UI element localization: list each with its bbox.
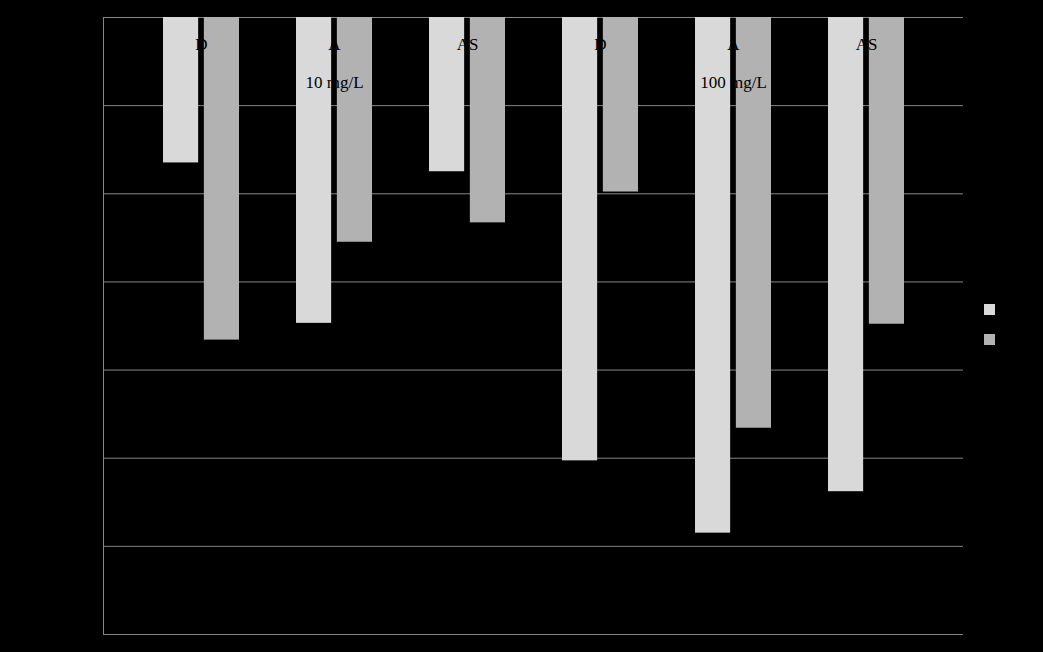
svg-text:AS: AS <box>856 35 878 54</box>
svg-text:D: D <box>594 35 606 54</box>
svg-text:AS: AS <box>457 35 479 54</box>
svg-text:10 mg/L: 10 mg/L <box>305 73 363 92</box>
svg-text:D: D <box>195 35 207 54</box>
svg-text:A: A <box>727 35 740 54</box>
svg-text:100 mg/L: 100 mg/L <box>700 73 767 92</box>
svg-text:A: A <box>328 35 341 54</box>
